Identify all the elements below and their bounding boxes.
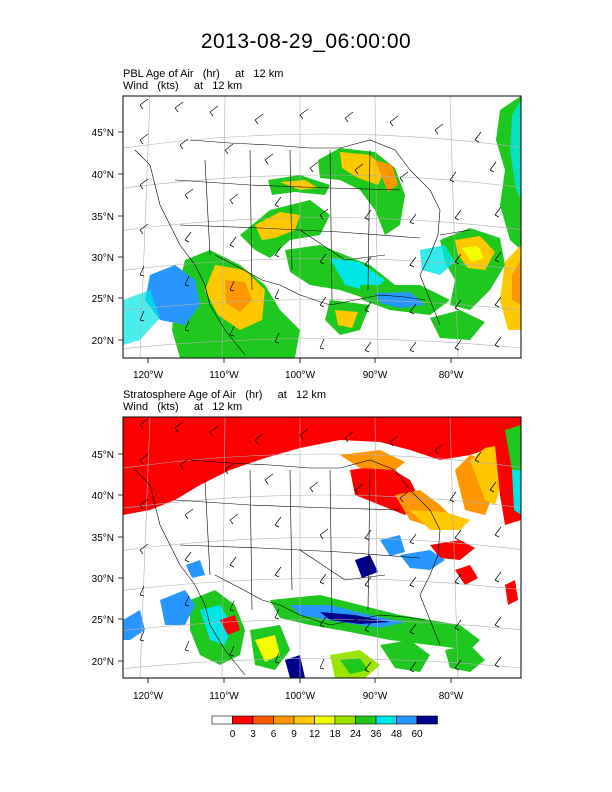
panel1-lat-label: 20°N [92, 336, 114, 347]
panel1-age-field [123, 96, 521, 358]
colorbar-swatch [396, 715, 418, 725]
panel1-lon-label: 110°W [209, 370, 239, 381]
panel1-wind-label: Wind (kts) at 12 km [123, 80, 243, 92]
panel1-map: 45°N 40°N 35°N 30°N 25°N 20°N 120°W 110°… [92, 95, 522, 381]
panel2-ticks [118, 453, 452, 683]
panel1-field-label: PBL Age of Air (hr) at 12 km [123, 68, 284, 80]
panel1-frame [122, 95, 522, 359]
panel2-map: 45°N 40°N 35°N 30°N 25°N 20°N 120°W 110°… [92, 416, 522, 702]
panel1-lon-label: 80°W [439, 370, 464, 381]
colorbar-label: 6 [271, 729, 277, 740]
panel1-boundaries [134, 139, 471, 356]
colorbar-label: 0 [230, 729, 236, 740]
panel2-lon-label: 90°W [363, 691, 388, 702]
panel1-ticks [118, 131, 452, 363]
panel1-lon-label: 90°W [363, 370, 388, 381]
panel1-lon-label: 120°W [133, 370, 164, 381]
panel2-lon-label: 80°W [439, 691, 464, 702]
colorbar-label: 24 [350, 729, 362, 740]
panel2-lat-label: 35°N [92, 533, 114, 544]
panel2-age-field [123, 417, 521, 678]
panel2-lat-label: 45°N [92, 450, 114, 461]
panel2-graticule [123, 417, 521, 678]
colorbar: 0 3 6 9 12 18 24 36 48 60 [211, 715, 438, 740]
panel2-lon-label: 110°W [209, 691, 239, 702]
colorbar-label: 9 [291, 729, 297, 740]
panel2-lat-label: 40°N [92, 491, 114, 502]
panel2-lat-label: 25°N [92, 615, 114, 626]
colorbar-label: 60 [411, 729, 423, 740]
panel2-field-label: Stratosphere Age of Air (hr) at 12 km [123, 389, 326, 401]
colorbar-swatch [375, 715, 397, 725]
colorbar-label: 48 [391, 729, 403, 740]
colorbar-swatch [416, 715, 438, 725]
colorbar-swatch [334, 715, 356, 725]
colorbar-swatch [252, 715, 274, 725]
panel2-lon-label: 100°W [285, 691, 316, 702]
panel1-wind-barbs [139, 98, 502, 353]
panel1-lat-label: 35°N [92, 212, 114, 223]
panel2-lat-label: 30°N [92, 574, 114, 585]
panel2-lon-label: 120°W [133, 691, 164, 702]
panel1-graticule [123, 96, 521, 358]
panel2-wind-label: Wind (kts) at 12 km [123, 401, 243, 413]
colorbar-label: 3 [250, 729, 256, 740]
panel1-lon-label: 100°W [285, 370, 316, 381]
colorbar-label: 36 [370, 729, 382, 740]
panel1-lat-label: 30°N [92, 253, 114, 264]
colorbar-swatch [314, 715, 336, 725]
colorbar-swatch [232, 715, 254, 725]
colorbar-swatch [211, 715, 233, 725]
panel1-lat-label: 25°N [92, 294, 114, 305]
colorbar-swatch [273, 715, 295, 725]
panel1-lat-label: 40°N [92, 170, 114, 181]
panel2-lat-label: 20°N [92, 657, 114, 668]
colorbar-label: 12 [309, 729, 321, 740]
colorbar-swatch [293, 715, 315, 725]
panel2-wind-barbs [139, 418, 502, 673]
colorbar-label: 18 [329, 729, 341, 740]
colorbar-swatch [355, 715, 377, 725]
panel1-lat-label: 45°N [92, 128, 114, 139]
panel2-frame [122, 416, 522, 679]
figure-title: 2013-08-29_06:00:00 [200, 30, 412, 53]
